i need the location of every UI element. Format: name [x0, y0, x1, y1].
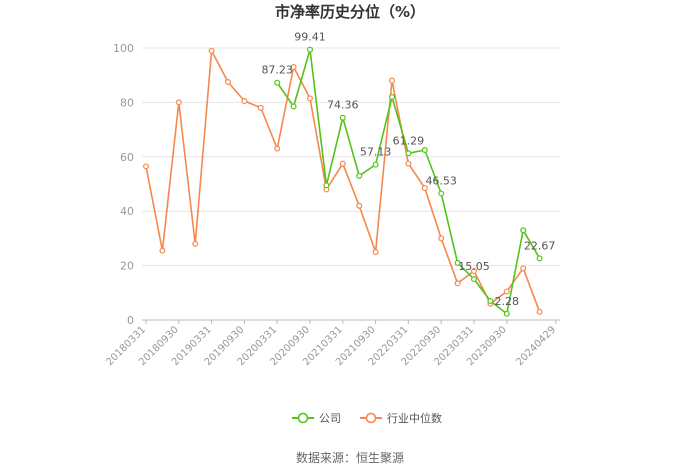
series-layer [143, 46, 543, 317]
data-label: 74.36 [327, 99, 359, 112]
y-tick-label: 100 [113, 42, 134, 55]
data-point [241, 98, 248, 105]
y-tick-label: 40 [120, 205, 134, 218]
data-point [257, 104, 264, 111]
data-point [454, 280, 461, 287]
source-text: 数据来源：恒生聚源 [296, 450, 404, 465]
data-point [290, 64, 297, 71]
data-point [274, 79, 281, 86]
data-point [503, 310, 510, 317]
data-point [225, 78, 232, 85]
data-point [520, 227, 527, 234]
data-label: 46.53 [425, 174, 457, 187]
y-tick-label: 0 [127, 314, 134, 327]
y-tick-label: 20 [120, 260, 134, 273]
data-label: 61.29 [393, 134, 425, 147]
data-point [389, 77, 396, 84]
data-point [208, 47, 215, 54]
data-point [339, 114, 346, 121]
data-point [159, 247, 166, 254]
data-point [192, 240, 199, 247]
data-point [405, 150, 412, 157]
data-point [421, 185, 428, 192]
data-label: 57.13 [360, 146, 392, 159]
data-point [471, 276, 478, 283]
legend-marker [365, 412, 377, 424]
data-point [307, 95, 314, 102]
data-point [290, 103, 297, 110]
data-point [503, 288, 510, 295]
data-point [323, 182, 330, 189]
data-point [487, 297, 494, 304]
data-point [405, 160, 412, 167]
data-point [143, 163, 150, 170]
data-point [175, 99, 182, 106]
data-label: 15.05 [458, 260, 490, 273]
y-tick-label: 80 [120, 96, 134, 109]
data-point [372, 161, 379, 168]
data-point [454, 259, 461, 266]
legend[interactable]: 公司 行业中位数 [292, 411, 442, 425]
series-line [276, 48, 541, 315]
data-point [536, 255, 543, 262]
data-point [438, 190, 445, 197]
data-point [520, 265, 527, 272]
data-point [421, 147, 428, 154]
data-point [339, 160, 346, 167]
data-point [356, 172, 363, 179]
data-label: 87.23 [261, 64, 293, 77]
data-point [307, 46, 314, 53]
data-point [372, 249, 379, 256]
data-point [438, 235, 445, 242]
data-point [274, 145, 281, 152]
data-label: 22.67 [524, 239, 556, 252]
x-tick-label: 20240429 [514, 324, 558, 368]
data-point [389, 93, 396, 100]
axis-layer: 0204060801002018033120180930201903312019… [104, 42, 560, 368]
y-tick-label: 60 [120, 151, 134, 164]
data-point [536, 308, 543, 315]
grid-layer [142, 47, 560, 267]
data-label: 2.28 [495, 295, 520, 308]
legend-marker [297, 412, 309, 424]
data-point [471, 268, 478, 275]
legend-label: 公司 [319, 412, 341, 425]
chart-title: 市净率历史分位（%） [275, 3, 425, 21]
data-point [356, 202, 363, 209]
legend-label: 行业中位数 [387, 411, 442, 425]
data-label: 99.41 [294, 31, 326, 44]
legend-item[interactable]: 公司 [292, 412, 341, 425]
legend-item[interactable]: 行业中位数 [360, 411, 442, 425]
